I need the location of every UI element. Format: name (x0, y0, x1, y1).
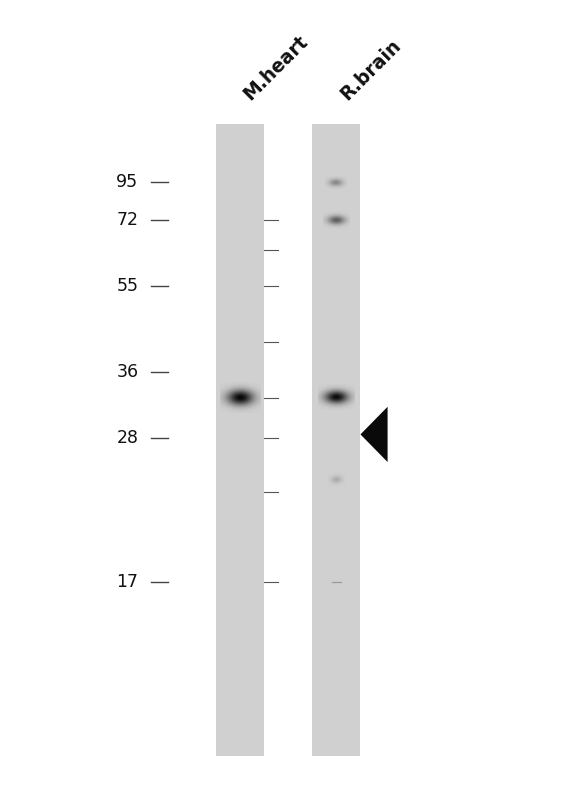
Bar (216, 124, 264, 756)
Polygon shape (360, 406, 388, 462)
Bar (312, 124, 360, 756)
Text: 28: 28 (116, 430, 138, 447)
Text: 55: 55 (116, 278, 138, 295)
Text: 95: 95 (116, 174, 138, 191)
Text: M.heart: M.heart (240, 32, 312, 104)
Text: 72: 72 (116, 211, 138, 229)
Text: 36: 36 (116, 363, 138, 381)
Text: 17: 17 (116, 574, 138, 591)
Text: R.brain: R.brain (336, 36, 404, 104)
